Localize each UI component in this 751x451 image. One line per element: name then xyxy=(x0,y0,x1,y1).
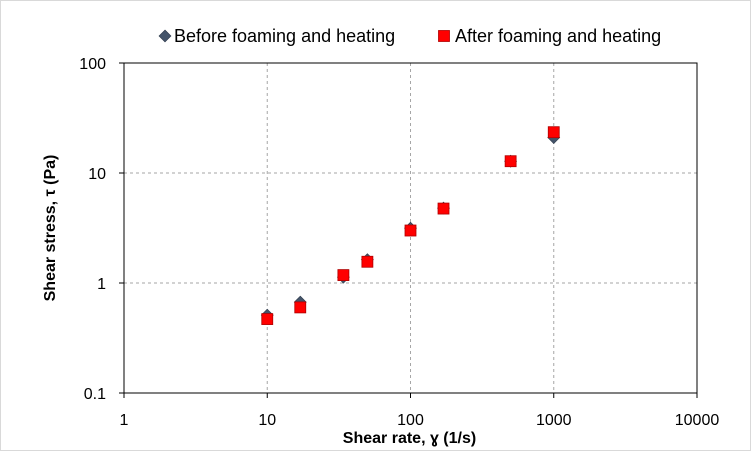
x-tick-labels: 1 10 100 1000 10000 xyxy=(120,393,720,429)
y-tick-label: 10 xyxy=(88,166,106,183)
y-tick-label: 100 xyxy=(79,56,106,73)
y-axis-title: Shear stress, τ (Pa) xyxy=(42,155,59,302)
legend-label-before: Before foaming and heating xyxy=(174,26,395,46)
legend-label-after: After foaming and heating xyxy=(455,26,661,46)
data-point-after xyxy=(337,269,350,281)
data-point-after xyxy=(361,255,374,268)
data-point-after xyxy=(404,224,417,237)
data-point-after xyxy=(504,155,517,168)
y-tick-label: 0.1 xyxy=(84,386,106,403)
x-axis-title: Shear rate, ɣ (1/s) xyxy=(343,430,476,447)
data-point-after xyxy=(294,301,307,314)
legend-marker-diamond xyxy=(158,29,172,43)
y-tick-label: 1 xyxy=(97,276,106,293)
legend-marker-square xyxy=(438,30,450,42)
data-points xyxy=(260,126,561,325)
legend-item-after: After foaming and heating xyxy=(438,26,661,46)
x-tick-label: 10 xyxy=(258,412,276,429)
grid-lines xyxy=(124,63,697,393)
x-tick-label: 1 xyxy=(120,412,129,429)
data-point-after xyxy=(261,313,274,325)
legend-item-before: Before foaming and heating xyxy=(158,26,395,46)
legend: Before foaming and heating After foaming… xyxy=(158,26,661,46)
y-tick-labels: 0.1 1 10 100 xyxy=(79,56,124,403)
x-tick-label: 10000 xyxy=(675,412,720,429)
data-point-after xyxy=(547,126,560,139)
x-tick-label: 1000 xyxy=(536,412,572,429)
x-tick-label: 100 xyxy=(397,412,424,429)
data-point-after xyxy=(437,202,450,215)
